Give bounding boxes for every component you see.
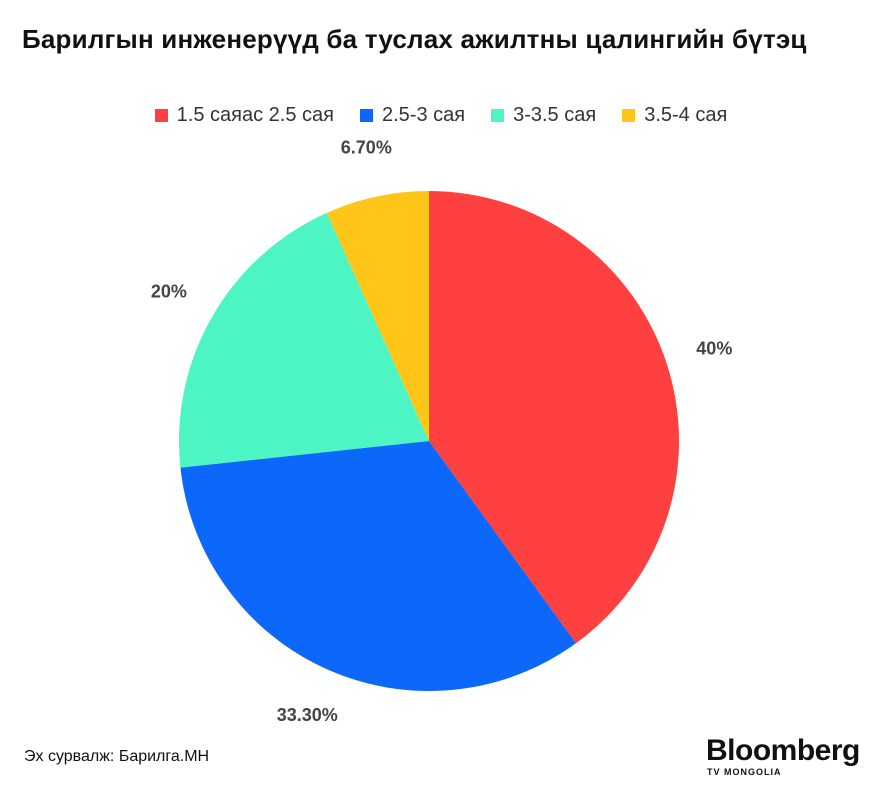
- logo-wordmark: Bloomberg: [706, 734, 860, 767]
- legend-item-1: 1.5 саяас 2.5 сая: [154, 104, 334, 127]
- chart-title: Барилгын инженерүүд ба туслах ажилтны ца…: [22, 24, 807, 54]
- slice-value-label-2: 33.30%: [277, 705, 338, 725]
- chart-legend: 1.5 саяас 2.5 сая 2.5-3 сая 3-3.5 сая 3.…: [0, 104, 882, 127]
- legend-swatch-4: [622, 109, 636, 122]
- slice-value-label-1: 40%: [696, 338, 732, 358]
- legend-label-2: 2.5-3 сая: [381, 104, 466, 126]
- slice-value-label-4: 6.70%: [341, 138, 392, 158]
- pie-slice-2: [180, 441, 576, 691]
- legend-swatch-3: [491, 109, 505, 122]
- legend-swatch-1: [154, 109, 168, 122]
- pie-slice-1: [429, 191, 679, 644]
- logo-subtitle: TV MONGOLIA: [707, 767, 782, 777]
- legend-label-1: 1.5 саяас 2.5 сая: [176, 104, 334, 126]
- legend-item-3: 3-3.5 сая: [491, 104, 596, 127]
- pie-slice-4: [326, 191, 429, 441]
- pie-slice-3: [179, 212, 429, 468]
- bloomberg-logo: Bloomberg TV MONGOLIA: [706, 734, 860, 778]
- legend-swatch-2: [359, 109, 373, 122]
- source-note: Эх сурвалж: Барилга.МН: [24, 748, 210, 765]
- legend-item-2: 2.5-3 сая: [359, 104, 466, 127]
- slice-value-label-3: 20%: [151, 282, 187, 302]
- legend-item-4: 3.5-4 сая: [622, 104, 727, 127]
- legend-label-4: 3.5-4 сая: [644, 104, 728, 126]
- legend-label-3: 3-3.5 сая: [513, 104, 597, 126]
